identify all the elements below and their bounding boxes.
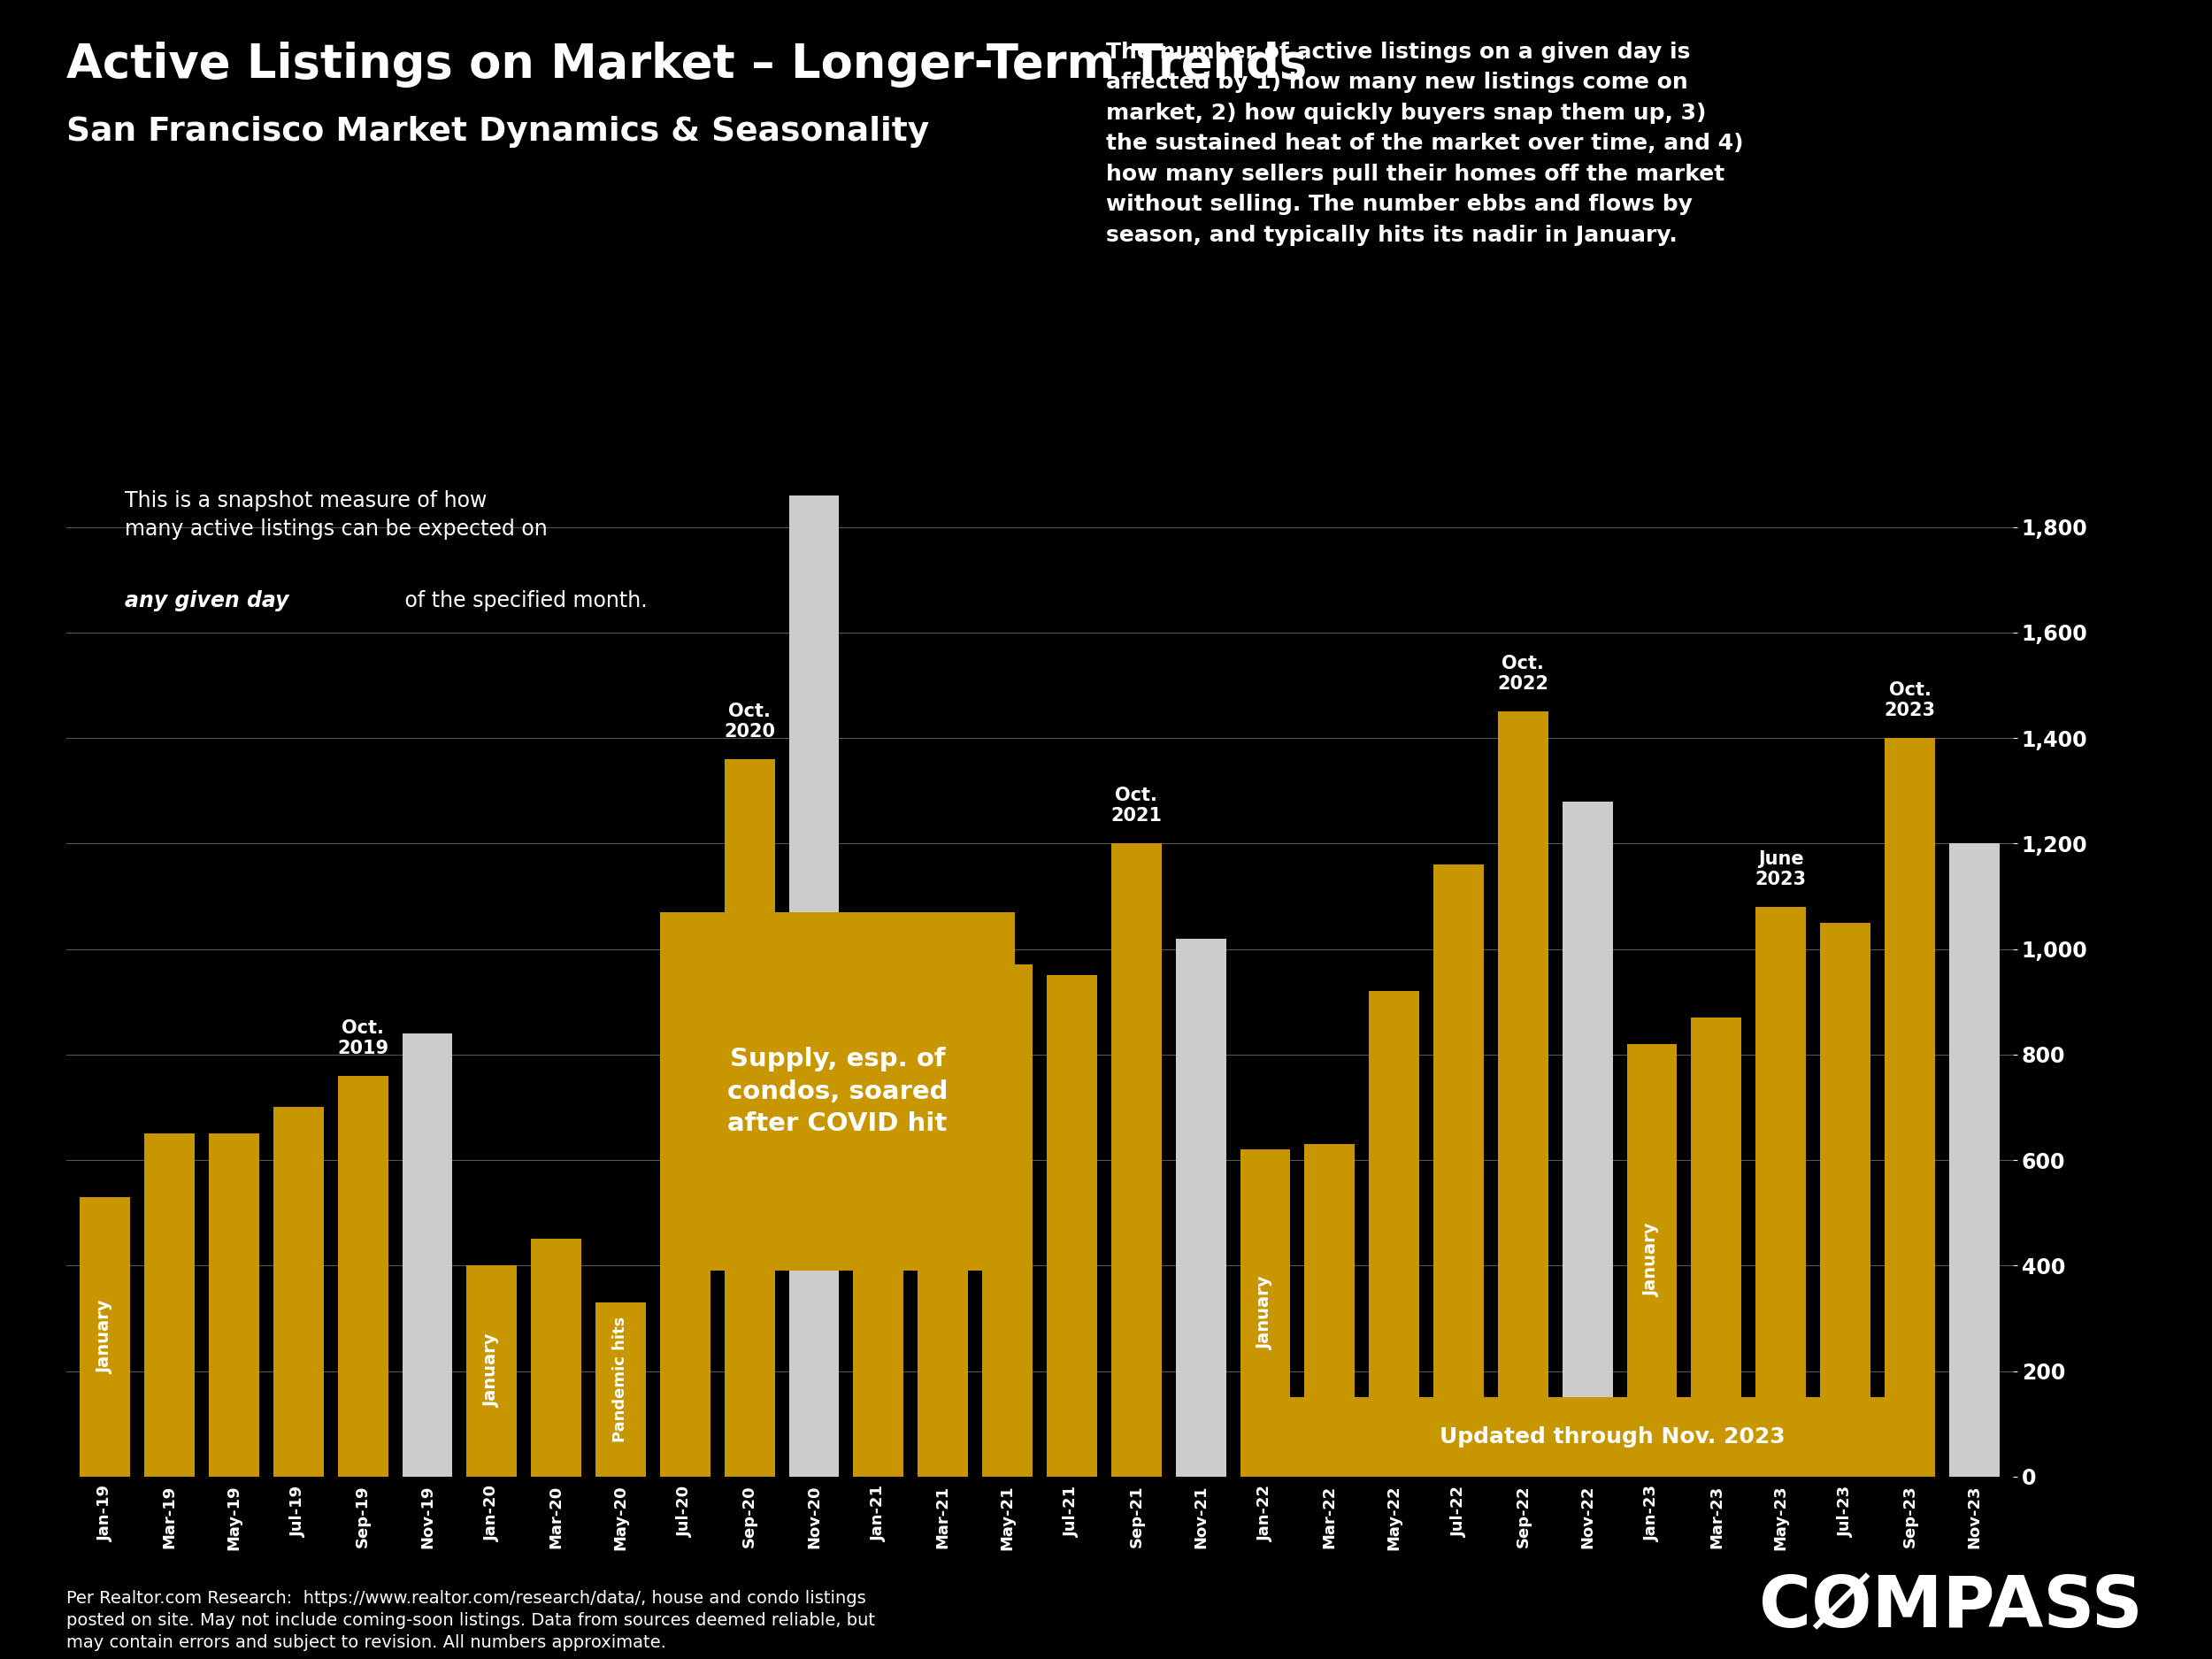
Bar — [1820, 922, 1871, 1477]
Text: Updated through Nov. 2023: Updated through Nov. 2023 — [1440, 1427, 1785, 1448]
Text: Supply, esp. of
condos, soared
after COVID hit: Supply, esp. of condos, soared after COV… — [728, 1047, 947, 1136]
Bar — [531, 1239, 582, 1477]
Bar — [1046, 975, 1097, 1477]
Text: June
2023: June 2023 — [1754, 849, 1807, 888]
Bar — [1885, 738, 1936, 1477]
Text: Pandemic hits: Pandemic hits — [613, 1316, 628, 1442]
Text: Oct.
2020: Oct. 2020 — [723, 702, 774, 740]
Bar — [1175, 939, 1225, 1477]
Bar — [1626, 1044, 1677, 1477]
FancyBboxPatch shape — [659, 912, 1015, 1271]
Bar — [659, 1075, 710, 1477]
Bar — [274, 1107, 323, 1477]
Bar — [790, 496, 838, 1477]
Text: January: January — [1644, 1223, 1661, 1297]
Bar — [1949, 843, 2000, 1477]
Bar — [467, 1266, 518, 1477]
Bar — [1241, 1150, 1290, 1477]
Bar — [1756, 907, 1805, 1477]
Text: Per Realtor.com Research:  https://www.realtor.com/research/data/, house and con: Per Realtor.com Research: https://www.re… — [66, 1589, 876, 1651]
Bar — [80, 1196, 131, 1477]
Text: The number of active listings on a given day is
affected by 1) how many new list: The number of active listings on a given… — [1106, 41, 1743, 246]
Text: January: January — [97, 1299, 113, 1374]
FancyBboxPatch shape — [1290, 1397, 1936, 1477]
Bar — [595, 1302, 646, 1477]
Text: of the specified month.: of the specified month. — [398, 591, 648, 612]
Bar — [726, 760, 774, 1477]
Text: January: January — [869, 1176, 887, 1249]
Bar — [208, 1133, 259, 1477]
Bar — [854, 949, 905, 1477]
Text: any given day: any given day — [124, 591, 288, 612]
Bar — [338, 1075, 387, 1477]
Text: Oct.
2022: Oct. 2022 — [1498, 655, 1548, 693]
Text: CØMPASS: CØMPASS — [1759, 1573, 2141, 1642]
Text: January: January — [1256, 1276, 1274, 1350]
Text: January: January — [484, 1334, 500, 1408]
Bar — [1110, 843, 1161, 1477]
Text: Oct.
2019: Oct. 2019 — [336, 1019, 389, 1057]
Bar — [1369, 990, 1420, 1477]
Bar — [982, 966, 1033, 1477]
Text: Active Listings on Market – Longer-Term Trends: Active Listings on Market – Longer-Term … — [66, 41, 1307, 88]
Text: Oct.
2021: Oct. 2021 — [1110, 786, 1161, 825]
Bar — [403, 1034, 453, 1477]
Text: Oct.
2023: Oct. 2023 — [1885, 682, 1936, 720]
Bar — [1692, 1017, 1741, 1477]
Bar — [144, 1133, 195, 1477]
Bar — [1498, 712, 1548, 1477]
Bar — [1562, 801, 1613, 1477]
Bar — [918, 927, 969, 1477]
Bar — [1305, 1145, 1354, 1477]
Text: This is a snapshot measure of how
many active listings can be expected on: This is a snapshot measure of how many a… — [124, 489, 546, 539]
Text: San Francisco Market Dynamics & Seasonality: San Francisco Market Dynamics & Seasonal… — [66, 116, 929, 148]
Bar — [1433, 864, 1484, 1477]
